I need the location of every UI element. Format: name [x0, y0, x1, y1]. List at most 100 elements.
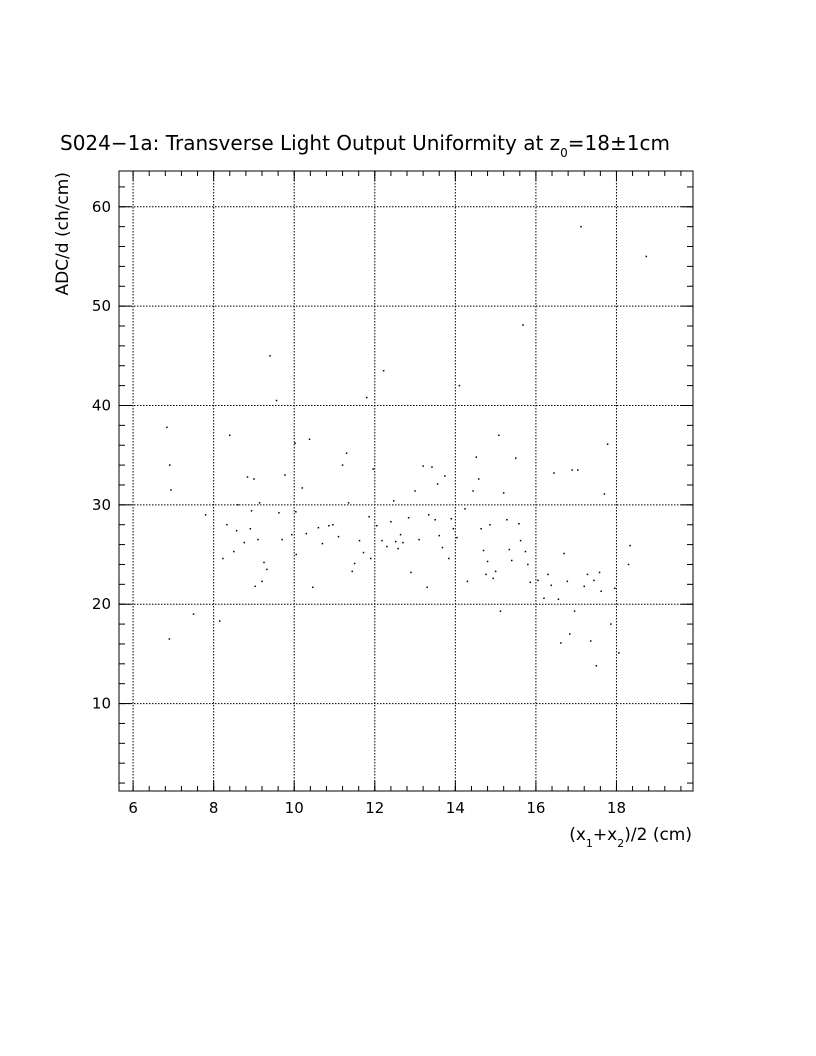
data-point: [450, 518, 453, 520]
data-point: [312, 586, 314, 589]
y-tick-label: 60: [92, 198, 111, 216]
data-point: [529, 581, 532, 584]
data-point: [257, 538, 259, 541]
data-point: [456, 536, 458, 539]
data-point: [477, 478, 480, 480]
data-point: [397, 547, 399, 550]
data-point: [308, 438, 311, 441]
data-point: [524, 550, 527, 553]
data-point: [249, 527, 252, 530]
data-point: [414, 490, 416, 492]
data-point: [233, 550, 235, 553]
data-point: [418, 538, 420, 541]
data-point: [410, 571, 412, 574]
data-point: [606, 443, 609, 445]
data-point: [243, 541, 246, 544]
data-point: [543, 597, 545, 599]
data-point: [246, 476, 249, 478]
y-tick-label: 30: [92, 496, 111, 514]
data-point: [489, 523, 491, 526]
data-point: [486, 560, 489, 563]
data-point: [482, 549, 485, 552]
data-point: [392, 500, 395, 502]
y-axis-label: ADC/d (ch/cm): [53, 172, 73, 296]
data-point: [235, 529, 238, 532]
data-point: [368, 516, 370, 518]
data-point: [492, 577, 494, 580]
data-point: [452, 527, 455, 530]
data-point: [226, 523, 228, 526]
data-point: [485, 573, 487, 576]
data-point: [399, 533, 402, 536]
data-point: [494, 570, 497, 573]
data-point: [263, 561, 265, 564]
data-point: [563, 552, 565, 555]
grid-lines: [119, 171, 693, 791]
data-point: [166, 426, 168, 429]
data-point: [645, 255, 648, 258]
data-point: [407, 517, 410, 519]
data-point: [328, 524, 330, 527]
data-point: [426, 586, 428, 589]
data-point: [499, 610, 502, 612]
data-point: [351, 570, 353, 573]
data-point: [370, 557, 372, 560]
data-point: [618, 652, 620, 654]
data-point: [269, 355, 271, 357]
data-point: [218, 620, 221, 622]
data-point: [508, 548, 511, 551]
x-tick-label: 12: [365, 799, 384, 817]
data-points: [166, 225, 648, 667]
data-point: [382, 369, 385, 372]
data-point: [428, 514, 430, 516]
data-point: [381, 539, 383, 542]
data-point: [438, 534, 440, 537]
data-point: [627, 563, 630, 566]
data-point: [577, 469, 579, 471]
x-tick-label: 8: [209, 799, 219, 817]
data-point: [515, 457, 517, 459]
data-point: [506, 519, 508, 521]
x-tick-label: 6: [128, 799, 138, 817]
x-tick-label: 14: [446, 799, 465, 817]
data-point: [560, 642, 562, 644]
data-point: [281, 538, 283, 541]
data-point: [347, 502, 350, 504]
y-tick-label: 10: [92, 695, 111, 713]
data-point: [192, 613, 195, 615]
data-point: [448, 557, 450, 560]
data-point: [431, 466, 433, 468]
data-point: [537, 579, 539, 582]
data-point: [402, 541, 404, 544]
data-point: [317, 526, 320, 529]
data-point: [522, 324, 524, 326]
y-tick-label: 40: [92, 396, 111, 414]
data-point: [568, 633, 571, 635]
data-point: [571, 469, 573, 471]
data-point: [527, 563, 529, 566]
data-point: [229, 434, 231, 437]
data-point: [550, 584, 552, 587]
x-tick-label: 18: [607, 799, 626, 817]
data-point: [321, 542, 324, 545]
data-point: [595, 665, 598, 667]
data-point: [502, 492, 505, 494]
data-point: [441, 546, 444, 549]
data-point: [589, 640, 592, 642]
data-point: [444, 475, 446, 477]
data-point: [557, 598, 560, 600]
data-point: [275, 399, 278, 402]
data-point: [170, 489, 172, 491]
data-point: [294, 442, 296, 444]
data-point: [222, 557, 224, 560]
data-point: [610, 623, 612, 625]
data-point: [258, 502, 261, 504]
data-point: [614, 587, 616, 590]
data-point: [253, 478, 255, 480]
data-point: [254, 585, 256, 588]
data-point: [458, 384, 461, 387]
data-point: [466, 580, 469, 583]
data-point: [480, 527, 482, 530]
data-point: [629, 544, 631, 547]
